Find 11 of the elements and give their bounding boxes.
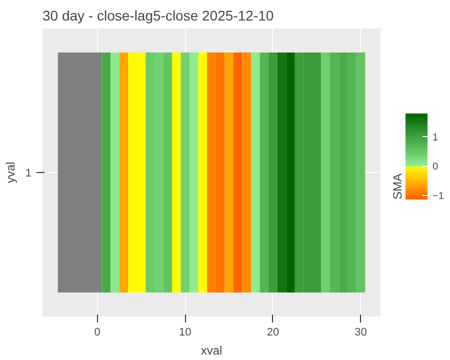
color-bar-title: SMA [390,173,404,200]
x-tick-label: 10 [179,326,192,338]
x-tick-label: 0 [94,326,100,338]
x-tick-label: 20 [266,326,280,338]
color-bar-label: 1 [432,132,438,144]
y-axis-title: yval [3,162,18,184]
x-tick-label: 30 [354,326,367,338]
color-bar-label: 0 [432,162,438,173]
color-bar-label: −1 [432,190,444,202]
x-axis-title: xval [200,344,222,358]
chart-title: 30 day - close-lag5-close 2025-12-10 [42,8,274,24]
